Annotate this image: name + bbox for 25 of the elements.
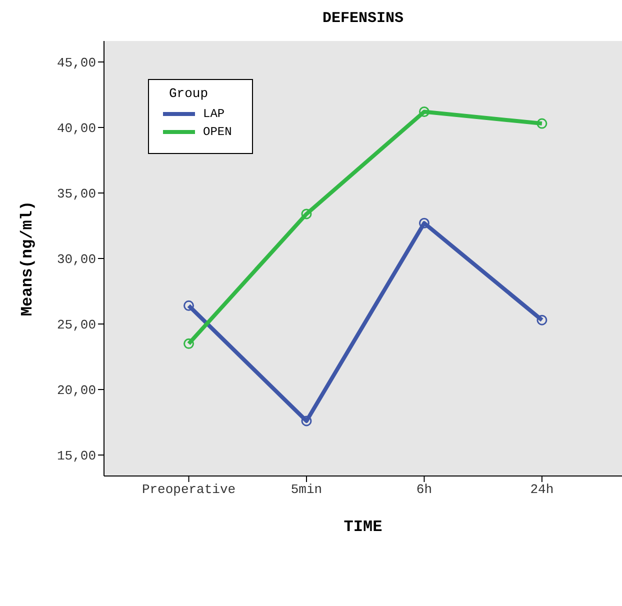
point — [301, 416, 312, 426]
chart-title: DEFENSINS — [321, 10, 404, 27]
point — [184, 300, 194, 311]
y-tick-label: 40,00 — [56, 121, 96, 136]
point — [418, 106, 430, 118]
x-tick-label: 24h — [530, 482, 554, 498]
x-tick-label: 6h — [416, 482, 432, 498]
y-tick-label: 45,00 — [56, 56, 96, 71]
point — [418, 218, 430, 228]
y-tick-label: 25,00 — [56, 318, 96, 333]
legend-label: OPEN — [203, 125, 232, 139]
point — [301, 208, 312, 220]
y-tick-label: 20,00 — [56, 383, 96, 398]
point — [536, 314, 548, 326]
y-axis-title: Means(ng/ml) — [18, 200, 37, 316]
point — [536, 118, 548, 129]
legend-title: Group — [169, 86, 210, 101]
x-axis-title: TIME — [344, 518, 382, 536]
x-tick-label: Preoperative — [142, 482, 236, 498]
x-tick-label: 5min — [290, 482, 322, 498]
y-tick-label: 35,00 — [56, 186, 96, 202]
y-tick-label: 30,00 — [56, 252, 96, 268]
point — [184, 338, 194, 349]
legend-label: LAP — [203, 107, 225, 121]
y-tick-label: 15,00 — [56, 448, 96, 464]
